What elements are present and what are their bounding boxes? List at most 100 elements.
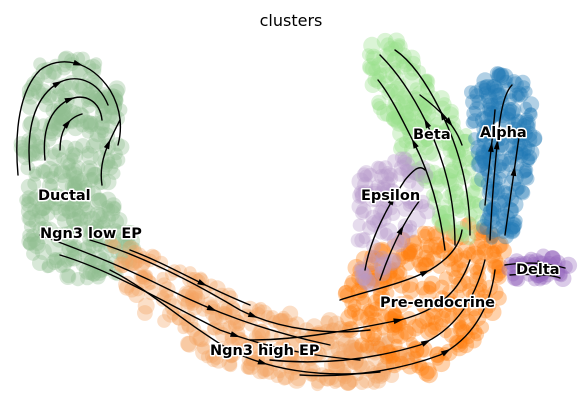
cell-beta	[457, 133, 475, 152]
cell-epsilon	[357, 176, 374, 193]
cell-ngn3-low	[121, 255, 134, 268]
cell-ngn3-high	[157, 314, 172, 328]
cell-ngn3-low	[87, 268, 102, 282]
cell-beta	[364, 76, 381, 94]
cell-beta	[429, 116, 448, 135]
cell-pre-endocrine	[372, 281, 388, 297]
cell-ngn3-low	[74, 221, 91, 238]
cell-beta	[420, 74, 435, 88]
cell-ngn3-low	[117, 235, 131, 249]
cell-alpha	[507, 117, 522, 132]
cell-ngn3-high	[242, 362, 256, 375]
cell-beta	[405, 153, 423, 172]
cell-ductal	[52, 108, 70, 126]
cell-ngn3-low	[87, 256, 106, 274]
streamline	[16, 61, 122, 176]
cell-alpha	[491, 66, 506, 81]
cell-alpha	[485, 79, 499, 93]
cell-ductal	[82, 117, 99, 134]
cell-beta	[416, 128, 432, 144]
cell-ductal	[67, 186, 86, 204]
cell-delta	[559, 256, 578, 274]
cell-alpha	[503, 102, 517, 116]
cell-beta	[466, 184, 480, 199]
cell-pre-endocrine	[453, 252, 470, 269]
cell-ngn3-high	[370, 336, 388, 354]
label-ngn3-high-ep: Ngn3 high EP	[210, 343, 320, 359]
cell-ngn3-high	[251, 307, 266, 322]
cell-beta	[385, 83, 399, 97]
cell-ductal	[94, 106, 113, 124]
cell-epsilon	[373, 169, 389, 185]
cell-ngn3-low	[45, 239, 63, 258]
cell-pre-endocrine	[402, 281, 420, 300]
cell-pre-endocrine	[361, 267, 379, 286]
cell-ngn3-high	[267, 315, 281, 328]
cell-pre-endocrine	[420, 366, 438, 384]
cell-ductal	[94, 89, 112, 107]
cell-pre-endocrine	[476, 240, 492, 256]
cell-alpha	[495, 95, 510, 110]
cell-alpha	[518, 147, 532, 160]
cell-delta	[506, 258, 520, 273]
cell-ngn3-low	[28, 236, 46, 255]
cell-ngn3-low	[70, 272, 85, 287]
cell-ngn3-low	[48, 252, 62, 266]
cell-ductal	[74, 82, 88, 96]
cell-pre-endocrine	[460, 276, 474, 289]
cell-epsilon	[393, 159, 410, 176]
cell-ngn3-low	[100, 211, 116, 228]
cell-beta	[413, 65, 426, 79]
cell-ngn3-high	[380, 336, 394, 349]
cell-ngn3-high	[319, 335, 335, 351]
cell-epsilon	[401, 164, 416, 179]
cell-pre-endocrine	[382, 287, 395, 300]
cell-ngn3-high	[245, 354, 259, 367]
cell-epsilon	[364, 191, 381, 208]
cell-beta	[425, 146, 441, 162]
cell-beta	[465, 150, 480, 165]
cell-ngn3-high	[284, 356, 297, 369]
cell-ngn3-high	[227, 319, 241, 333]
cell-ngn3-low	[61, 268, 76, 284]
cell-beta	[376, 32, 394, 50]
cell-beta	[418, 96, 433, 111]
cell-ngn3-high	[225, 350, 238, 364]
cell-beta	[456, 226, 469, 239]
cell-ngn3-low	[64, 197, 80, 213]
cell-ductal	[71, 77, 88, 94]
cell-beta	[396, 59, 412, 75]
cell-ngn3-high	[384, 368, 400, 383]
cell-ductal	[27, 176, 42, 191]
cell-ductal	[86, 171, 99, 185]
cell-pre-endocrine	[453, 303, 467, 317]
cell-ngn3-high	[262, 364, 278, 380]
cell-ngn3-high	[210, 351, 228, 369]
cell-ngn3-high	[240, 340, 255, 355]
streamline	[129, 249, 251, 306]
cell-beta	[367, 72, 383, 88]
cell-ductal	[96, 126, 109, 139]
cell-beta	[419, 73, 433, 87]
cell-ngn3-high	[281, 305, 299, 322]
cell-pre-endocrine	[425, 250, 442, 266]
cell-ngn3-high	[214, 326, 230, 342]
cell-alpha	[486, 79, 502, 94]
cell-beta	[454, 161, 468, 176]
cell-ductal	[107, 166, 121, 180]
cell-ngn3-high	[298, 322, 315, 339]
cell-beta	[388, 80, 406, 98]
cell-beta	[394, 137, 411, 154]
cell-beta	[379, 105, 397, 122]
cell-ngn3-high	[357, 343, 374, 360]
cell-pre-endocrine	[456, 262, 470, 276]
cell-pre-endocrine	[488, 259, 504, 275]
cell-ductal	[94, 172, 112, 190]
cell-ngn3-high	[228, 314, 246, 332]
cell-ductal	[21, 99, 38, 115]
cell-ngn3-low	[54, 260, 68, 274]
cell-ngn3-low	[61, 201, 79, 219]
cell-ngn3-low	[78, 196, 92, 209]
cell-alpha	[516, 118, 532, 133]
cell-pre-endocrine	[495, 242, 512, 259]
